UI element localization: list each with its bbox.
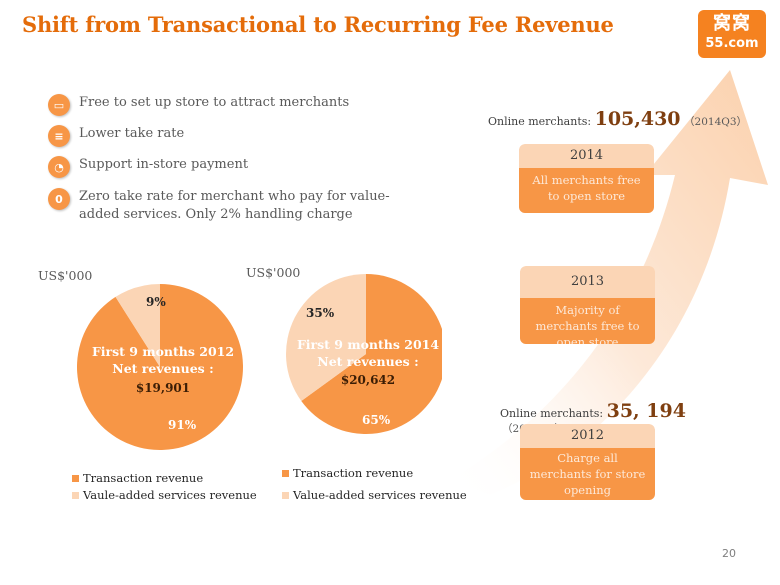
growth-arrow-graphic [450, 70, 768, 495]
pie-label-value-added: 35% [306, 306, 335, 320]
legend-swatch [72, 474, 79, 482]
legend-item-value-added: Vaule-added services revenue [72, 488, 257, 502]
page-number: 20 [722, 547, 736, 560]
slide-title: Shift from Transactional to Recurring Fe… [22, 12, 614, 37]
bullet-text: Support in-store payment [79, 157, 249, 172]
legend-label: Transaction revenue [83, 471, 204, 485]
year-box-2012: 2012 Charge all merchants for store open… [520, 424, 655, 500]
year-box-2013: 2013 Majority of merchants free to open … [520, 266, 655, 344]
legend-item-transaction: Transaction revenue [282, 466, 413, 480]
merchants-label: Online merchants: [500, 407, 604, 420]
year-description: Majority of merchants free to open store [520, 298, 655, 344]
merchants-count-2014: Online merchants: 105,430 （2014Q3） [488, 108, 747, 130]
merchants-period: （2014Q3） [684, 116, 748, 128]
merchants-value: 35, 194 [606, 400, 686, 422]
legend-label: Vaule-added services revenue [83, 488, 257, 502]
legend-label: Value-added services revenue [293, 488, 467, 502]
pie-slice-value-added [286, 274, 366, 402]
pie-center-line2: Net revenues : [112, 361, 213, 376]
bullet-item: 0 Zero take rate for merchant who pay fo… [48, 188, 418, 224]
legend-item-transaction: Transaction revenue [72, 471, 203, 485]
pie-center-line1: First 9 months 2014 [297, 337, 439, 352]
logo-domain-text: 55.com [705, 36, 759, 51]
logo-chinese-text: 窝窝 [713, 13, 751, 34]
year-label: 2014 [519, 144, 654, 168]
pie-center-value: $20,642 [341, 373, 395, 387]
bullet-item: ▭ Free to set up store to attract mercha… [48, 94, 408, 116]
legend-swatch [282, 491, 289, 499]
year-description: All merchants free to open store [519, 168, 654, 213]
year-label: 2012 [520, 424, 655, 448]
pie-label-transaction: 91% [168, 418, 197, 432]
bullet-item: ◔ Support in-store payment [48, 156, 408, 178]
merchants-label: Online merchants: [488, 115, 592, 128]
left-pie-unit: US$'000 [38, 268, 93, 283]
merchants-count-2012: Online merchants: 35, 194 [500, 400, 686, 422]
zero-icon: 0 [48, 188, 70, 210]
pie-center-value: $19,901 [136, 381, 190, 395]
store-icon: ▭ [48, 94, 70, 116]
pie-slice-value-added [115, 284, 160, 367]
bullet-text: Free to set up store to attract merchant… [79, 95, 350, 110]
legend-label: Transaction revenue [293, 466, 414, 480]
merchants-value: 105,430 [594, 108, 681, 130]
pie-label-value-added: 9% [146, 295, 166, 309]
left-pie-chart: 9% First 9 months 2012 Net revenues : $1… [77, 284, 244, 450]
bullet-item: ≡ Lower take rate [48, 125, 408, 147]
bullet-text: Zero take rate for merchant who pay for … [79, 189, 390, 222]
bullet-text: Lower take rate [79, 126, 185, 141]
pie-slice-transaction [301, 274, 442, 434]
pie-center-line2: Net revenues : [317, 354, 418, 369]
pie-label-transaction: 65% [362, 413, 391, 427]
coins-icon: ≡ [48, 125, 70, 147]
payment-icon: ◔ [48, 156, 70, 178]
year-box-2014: 2014 All merchants free to open store [519, 144, 654, 213]
legend-swatch [282, 469, 289, 477]
right-pie-chart: 35% First 9 months 2014 Net revenues : $… [286, 274, 442, 434]
company-logo: 窝窝 55.com [698, 10, 766, 58]
arrow-shape [450, 70, 768, 495]
year-label: 2013 [520, 266, 655, 298]
legend-swatch [72, 491, 79, 499]
year-description: Charge all merchants for store opening [520, 448, 655, 500]
pie-center-line1: First 9 months 2012 [92, 344, 234, 359]
pie-slice-transaction [77, 284, 244, 450]
right-pie-unit: US$'000 [246, 265, 301, 280]
legend-item-value-added: Value-added services revenue [282, 488, 467, 502]
